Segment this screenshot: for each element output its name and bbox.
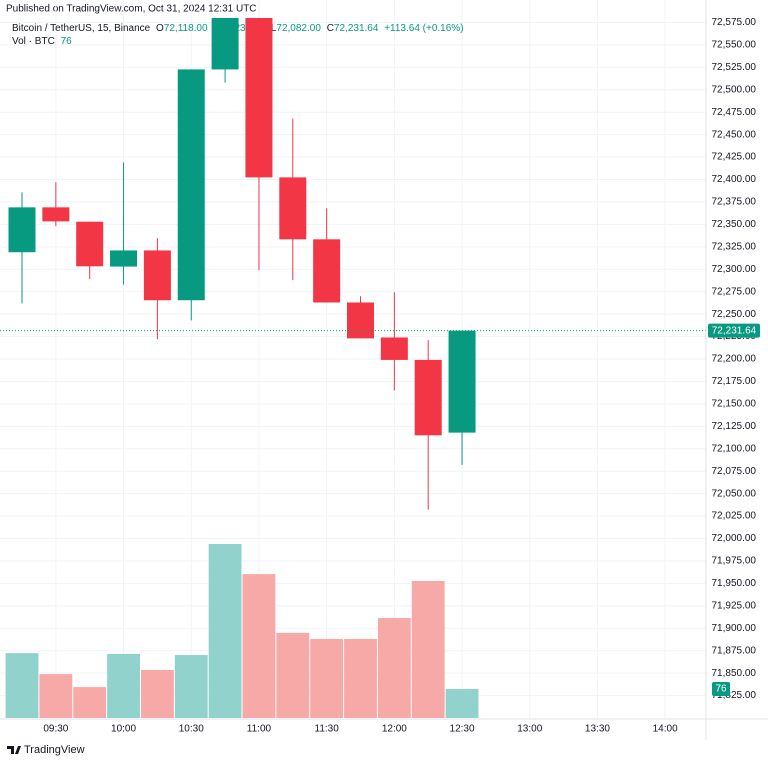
candle-body [42, 207, 70, 222]
l-label: L [271, 23, 277, 34]
y-tick-label: 72,275.00 [712, 286, 757, 297]
volume-label: 76 [715, 684, 727, 695]
y-tick-label: 71,850.00 [712, 668, 757, 679]
volume-bar [242, 574, 276, 718]
volume-bar [276, 632, 310, 718]
y-tick-label: 72,300.00 [712, 264, 757, 275]
y-tick-label: 72,125.00 [712, 421, 757, 432]
x-tick-label: 14:00 [653, 724, 678, 735]
volume-bar [5, 653, 39, 718]
volume-bar [140, 669, 174, 718]
candle-body [347, 302, 374, 339]
volume-bar [445, 689, 479, 718]
y-tick-label: 72,100.00 [712, 443, 757, 454]
volume-bar [39, 674, 73, 718]
change: +113.64 (+0.16%) [384, 23, 463, 34]
last-price-label: 72,231.64 [712, 325, 757, 336]
x-tick-label: 13:30 [585, 724, 610, 735]
y-tick-label: 71,975.00 [712, 556, 757, 567]
volume-bar [344, 639, 377, 718]
volume-name: Vol · BTC [12, 36, 55, 47]
volume-bar [377, 618, 411, 718]
h-value: 72,231.64 [221, 23, 266, 34]
brand: TradingView [24, 744, 85, 756]
y-tick-label: 72,200.00 [712, 354, 757, 365]
x-tick-label: 12:00 [382, 724, 407, 735]
y-tick-label: 72,475.00 [712, 107, 757, 118]
candle-body [110, 250, 138, 267]
y-tick-label: 72,500.00 [712, 84, 757, 95]
y-tick-label: 72,525.00 [712, 62, 757, 73]
symbol: Bitcoin / TetherUS, 15, Binance [12, 23, 151, 34]
candle-body [313, 239, 341, 303]
y-tick-label: 72,000.00 [712, 533, 757, 544]
x-tick-label: 11:00 [247, 724, 272, 735]
o-label: O [156, 23, 164, 34]
grid [0, 0, 706, 718]
logo: TradingView [7, 744, 85, 756]
x-tick-label: 10:00 [111, 724, 136, 735]
y-tick-label: 71,900.00 [712, 623, 757, 634]
l-value: 72,082.00 [276, 23, 321, 34]
y-tick-label: 72,250.00 [712, 309, 757, 320]
volume-bar [411, 581, 445, 718]
candle-body [8, 207, 36, 253]
c-value: 72,231.64 [334, 23, 379, 34]
volume-value: 76 [61, 36, 73, 47]
o-value: 72,118.00 [164, 23, 208, 34]
volume-legend: Vol · BTC 76 [12, 36, 72, 47]
y-tick-label: 71,825.00 [712, 690, 757, 701]
x-tick-label: 12:30 [450, 724, 475, 735]
y-tick-label: 72,350.00 [712, 219, 757, 230]
candle-body [245, 18, 273, 178]
y-tick-label: 72,550.00 [712, 40, 757, 51]
candles [0, 18, 706, 510]
volume-pane [5, 544, 479, 718]
candle-body [448, 330, 476, 433]
axes: 71,825.00 71,850.00 71,875.00 71,900.00 71,9… [43, 17, 760, 735]
y-tick-label: 71,925.00 [712, 600, 757, 611]
x-tick-label: 10:30 [179, 724, 204, 735]
candle-body [177, 69, 205, 301]
y-tick-label: 72,325.00 [712, 241, 757, 252]
candle-body [76, 221, 104, 267]
volume-bar [208, 544, 242, 718]
x-tick-label: 11:30 [315, 724, 340, 735]
volume-bar [73, 687, 107, 718]
candle-body [211, 18, 239, 70]
volume-bar [107, 653, 140, 718]
c-label: C [327, 23, 334, 34]
last-price-tag [708, 323, 760, 338]
volume-bar [310, 639, 344, 718]
volume-bar [174, 655, 208, 718]
y-tick-label: 72,450.00 [712, 129, 757, 140]
y-tick-label: 71,950.00 [712, 578, 757, 589]
y-tick-label: 72,375.00 [712, 197, 757, 208]
x-tick-label: 13:00 [517, 724, 542, 735]
y-tick-label: 72,175.00 [712, 376, 757, 387]
volume-tag [712, 682, 730, 696]
candle-body [143, 250, 171, 301]
y-tick-label: 72,075.00 [712, 466, 757, 477]
candle-body [279, 177, 307, 240]
candle-body [380, 337, 408, 360]
y-tick-label: 72,425.00 [712, 152, 757, 163]
candle-body [414, 359, 442, 436]
y-tick-label: 72,400.00 [712, 174, 757, 185]
y-tick-label: 72,025.00 [712, 511, 757, 522]
y-tick-label: 71,875.00 [712, 645, 757, 656]
published-note: Published on TradingView.com, Oct 31, 20… [6, 4, 257, 15]
y-tick-label: 72,150.00 [712, 399, 757, 410]
x-tick-label: 09:30 [43, 724, 68, 735]
y-tick-label: 72,050.00 [712, 488, 757, 499]
y-tick-label: 72,575.00 [712, 17, 757, 28]
